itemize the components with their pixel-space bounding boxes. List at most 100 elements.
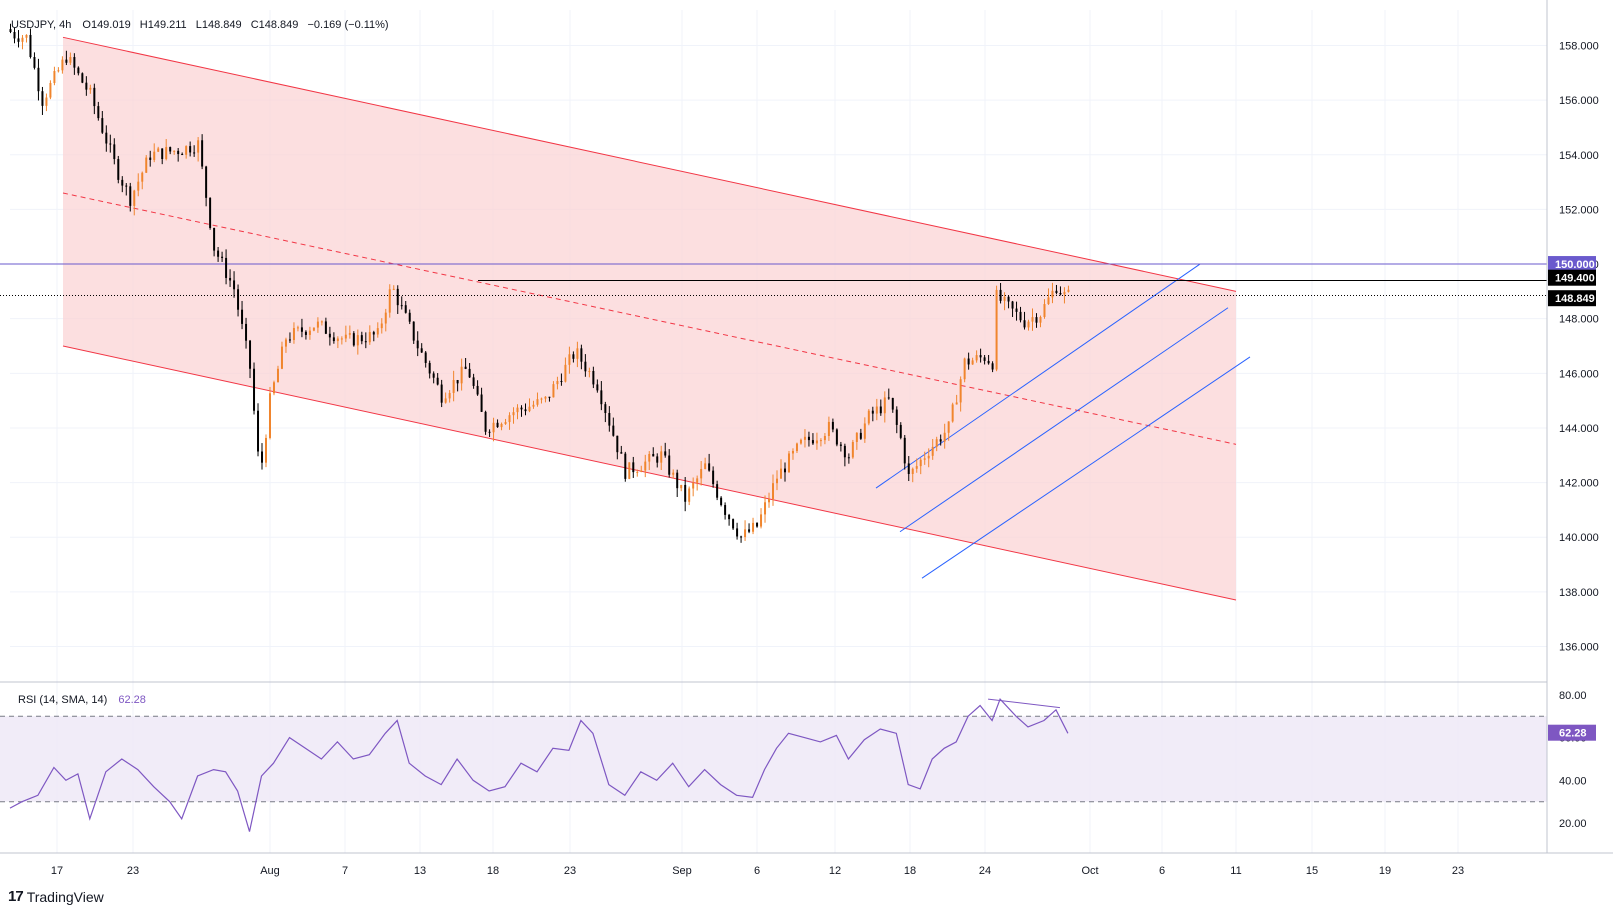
candle-body xyxy=(867,410,870,424)
candle-body xyxy=(871,410,874,414)
candle-body xyxy=(883,397,886,414)
candle-body xyxy=(456,380,459,384)
candle-body xyxy=(831,421,834,430)
candle-body xyxy=(253,368,256,411)
candle-body xyxy=(300,327,303,332)
candle-body xyxy=(9,29,12,32)
candle-body xyxy=(37,67,40,92)
candle-body xyxy=(632,462,635,473)
candle-body xyxy=(576,348,579,359)
candle-body xyxy=(121,179,124,186)
candle-body xyxy=(919,459,922,467)
candle-body xyxy=(540,398,543,400)
candle-body xyxy=(408,312,411,322)
price-tick-label: 152.000 xyxy=(1559,204,1599,216)
candle-body xyxy=(109,143,112,145)
price-tick-label: 140.000 xyxy=(1559,532,1599,544)
price-tick-label: 158.000 xyxy=(1559,41,1599,53)
candle-body xyxy=(388,289,391,313)
candle-body xyxy=(169,147,172,152)
symbol-name: USDJPY, 4h xyxy=(11,19,71,31)
candle-body xyxy=(776,478,779,484)
candle-body xyxy=(17,38,20,42)
candle-body xyxy=(464,366,467,369)
price-tick-label: 148.000 xyxy=(1559,314,1599,326)
candle-body xyxy=(684,484,687,502)
candle-body xyxy=(432,373,435,378)
time-tick-label: 6 xyxy=(754,865,760,877)
candle-body xyxy=(492,422,495,433)
rsi-line xyxy=(9,697,1069,832)
time-tick-label: 11 xyxy=(1230,865,1241,877)
candle-body xyxy=(316,321,319,328)
price-tag-150-bg xyxy=(1548,256,1596,273)
candle-body xyxy=(959,379,962,403)
candle-body xyxy=(556,381,559,385)
candle-body xyxy=(85,82,88,90)
candle-body xyxy=(983,357,986,361)
price-tick-label: 156.000 xyxy=(1559,95,1599,107)
candle-body xyxy=(312,327,315,331)
time-tick-label: Aug xyxy=(260,865,280,877)
candle-body xyxy=(1003,296,1006,301)
candle-body xyxy=(29,34,32,58)
candle-body xyxy=(340,338,343,340)
candle-body xyxy=(532,404,535,407)
candle-body xyxy=(272,382,275,394)
ohlc-open: O149.019 xyxy=(82,19,130,31)
candle-body xyxy=(177,150,180,155)
price-tick-label: 136.000 xyxy=(1559,641,1599,653)
candle-body xyxy=(49,82,52,98)
candle-body xyxy=(61,59,64,71)
candle-body xyxy=(811,440,814,444)
candle-body xyxy=(1027,321,1030,328)
candle-body xyxy=(424,352,427,363)
candle-body xyxy=(428,362,431,374)
candle-body xyxy=(520,407,523,410)
candle-body xyxy=(939,439,942,442)
candle-body xyxy=(1055,290,1058,293)
candle-body xyxy=(284,339,287,347)
time-tick-label: 12 xyxy=(829,865,841,877)
candle-body xyxy=(843,445,846,458)
candle-body xyxy=(149,157,152,160)
ohlc-low: L148.849 xyxy=(196,19,242,31)
candle-body xyxy=(105,132,108,144)
candle-body xyxy=(145,157,148,173)
candle-body xyxy=(704,463,707,469)
price-tag-last-bg xyxy=(1548,290,1596,307)
price-tag-150: 150.000 xyxy=(1555,259,1595,271)
candle-body xyxy=(855,432,858,443)
candle-body xyxy=(420,348,423,353)
candle-body xyxy=(157,148,160,152)
candle-body xyxy=(245,323,248,341)
candle-body xyxy=(372,332,375,335)
candle-body xyxy=(847,457,850,459)
candle-body xyxy=(536,399,539,405)
price-tick-label: 142.000 xyxy=(1559,478,1599,490)
candle-body xyxy=(779,468,782,479)
candle-body xyxy=(45,97,48,106)
tradingview-brand[interactable]: 17 TradingView xyxy=(8,888,104,905)
candle-body xyxy=(664,451,667,456)
candle-body xyxy=(903,437,906,464)
candle-body xyxy=(368,332,371,343)
candle-body xyxy=(624,453,627,479)
candle-body xyxy=(716,484,719,498)
candle-body xyxy=(692,482,695,489)
candle-body xyxy=(544,396,547,399)
candle-body xyxy=(444,398,447,403)
candle-body xyxy=(823,436,826,441)
candle-body xyxy=(955,402,958,405)
candle-body xyxy=(943,432,946,442)
candle-body xyxy=(516,407,519,413)
candle-body xyxy=(736,528,739,537)
candle-body xyxy=(744,529,747,538)
candle-body xyxy=(137,181,140,191)
candle-body xyxy=(696,478,699,483)
candle-body xyxy=(1035,317,1038,323)
candle-body xyxy=(448,392,451,399)
candle-body xyxy=(460,366,463,384)
candle-body xyxy=(328,333,331,338)
candle-body xyxy=(951,404,954,422)
